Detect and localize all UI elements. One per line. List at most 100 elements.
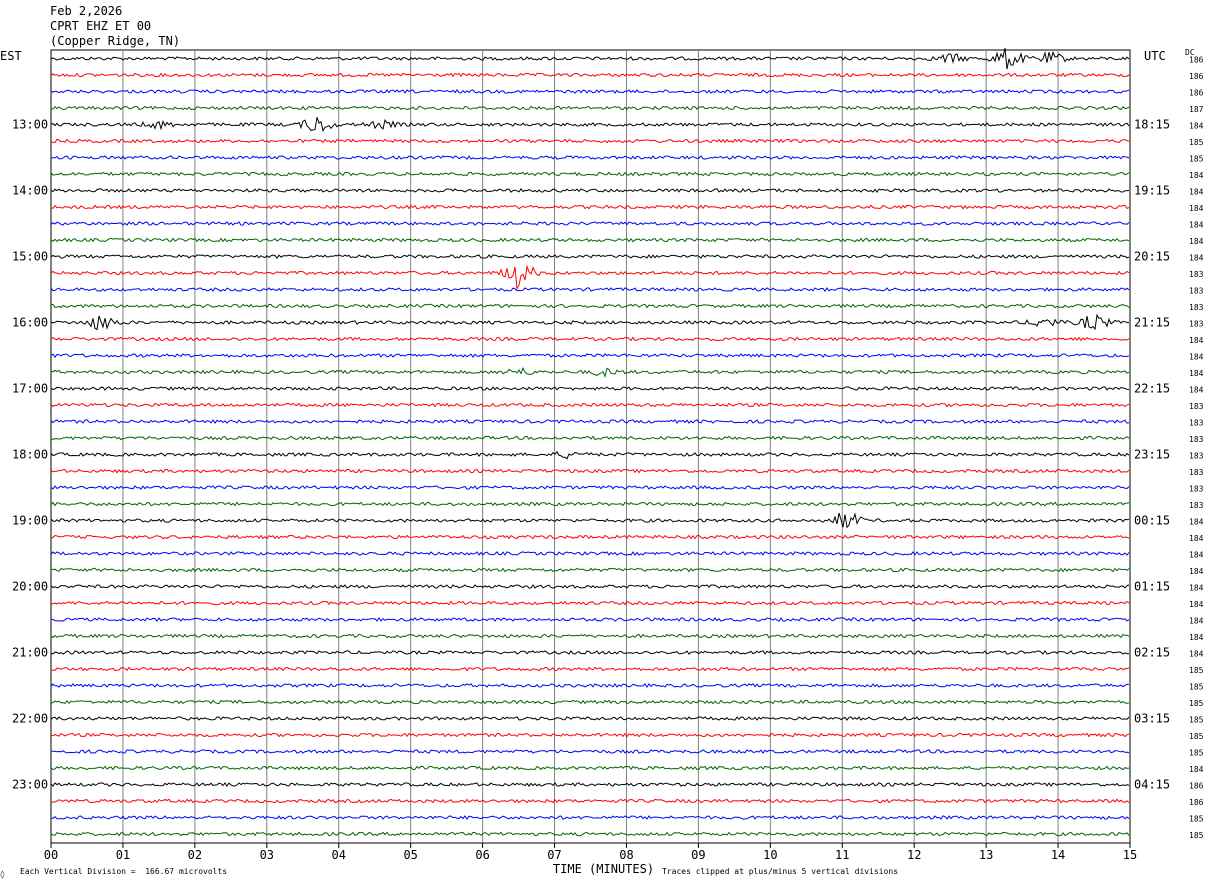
utc-hour-label: 04:15 (1134, 778, 1170, 792)
seismic-trace (50, 89, 1130, 94)
seismic-trace (50, 138, 1130, 144)
seismic-trace (50, 117, 1130, 133)
x-tick-label: 01 (116, 848, 130, 862)
dc-offset-label: 184 (1189, 567, 1204, 576)
dc-offset-label: 184 (1189, 617, 1204, 626)
scale-note: Each Vertical Division = 166.67 microvol… (20, 867, 228, 876)
seismic-trace (50, 501, 1130, 507)
seismic-trace (51, 815, 1130, 820)
est-hour-label: 20:00 (12, 580, 48, 594)
dc-offset-label: 184 (1189, 650, 1204, 659)
dc-offset-label: 183 (1189, 402, 1204, 411)
dc-offset-label: 184 (1189, 122, 1204, 131)
est-hour-label: 13:00 (12, 118, 48, 132)
utc-hour-label: 18:15 (1134, 118, 1170, 132)
est-hour-label: 15:00 (12, 250, 48, 264)
utc-hour-label: 23:15 (1134, 448, 1170, 462)
dc-offset-label: 183 (1189, 435, 1204, 444)
x-tick-label: 00 (44, 848, 58, 862)
dc-offset-label: 183 (1189, 287, 1204, 296)
utc-hour-label: 03:15 (1134, 712, 1170, 726)
seismic-trace (50, 336, 1130, 342)
x-tick-label: 08 (619, 848, 633, 862)
x-tick-label: 05 (403, 848, 417, 862)
seismic-trace (51, 155, 1130, 160)
dc-offset-label: 186 (1189, 56, 1204, 65)
dc-offset-label: 185 (1189, 831, 1204, 840)
est-hour-label: 17:00 (12, 382, 48, 396)
seismic-trace (50, 716, 1130, 721)
station-code: CPRT EHZ ET 00 (50, 19, 152, 33)
est-label: EST (0, 49, 22, 63)
seismic-trace (50, 666, 1130, 672)
est-hour-label: 16:00 (12, 316, 48, 330)
dc-label: DC (1185, 48, 1195, 57)
dc-offset-label: 184 (1189, 237, 1204, 246)
seismic-trace (50, 353, 1130, 358)
seismic-trace (50, 512, 1130, 529)
seismic-trace (50, 732, 1130, 738)
dc-offset-label: 185 (1189, 815, 1204, 824)
dc-offset-label: 184 (1189, 600, 1204, 609)
dc-offset-label: 184 (1189, 534, 1204, 543)
dc-offset-label: 185 (1189, 666, 1204, 675)
seismic-trace (50, 567, 1130, 573)
corner-mark: ◊ (0, 870, 5, 879)
seismic-trace (50, 402, 1130, 408)
dc-offset-label: 185 (1189, 699, 1204, 708)
seismic-trace (50, 782, 1130, 788)
seismic-trace (50, 485, 1130, 490)
dc-offset-label: 183 (1189, 468, 1204, 477)
dc-offset-label: 184 (1189, 254, 1204, 263)
dc-offset-label: 186 (1189, 72, 1204, 81)
utc-hour-label: 20:15 (1134, 250, 1170, 264)
x-tick-label: 07 (547, 848, 561, 862)
seismic-trace (50, 551, 1130, 556)
dc-offset-label: 183 (1189, 270, 1204, 279)
dc-offset-label: 183 (1189, 303, 1204, 312)
utc-hour-label: 21:15 (1134, 316, 1170, 330)
utc-hour-label: 02:15 (1134, 646, 1170, 660)
x-tick-label: 15 (1123, 848, 1137, 862)
est-hour-label: 14:00 (12, 184, 48, 198)
seismic-trace (50, 254, 1130, 259)
seismic-trace (50, 47, 1130, 70)
dc-offset-label: 184 (1189, 386, 1204, 395)
dc-offset-label: 185 (1189, 732, 1204, 741)
seismic-trace (50, 765, 1130, 771)
seismic-trace (50, 386, 1130, 391)
seismic-trace (50, 264, 1130, 290)
x-tick-label: 09 (691, 848, 705, 862)
dc-offset-label: 183 (1189, 501, 1204, 510)
dc-offset-label: 184 (1189, 584, 1204, 593)
seismic-trace (50, 584, 1130, 589)
est-hour-label: 22:00 (12, 712, 48, 726)
seismic-trace (50, 188, 1130, 193)
dc-offset-label: 183 (1189, 452, 1204, 461)
dc-offset-label: 184 (1189, 518, 1204, 527)
x-tick-label: 06 (475, 848, 489, 862)
dc-offset-label: 186 (1189, 782, 1204, 791)
dc-offset-label: 184 (1189, 369, 1204, 378)
dc-offset-label: 184 (1189, 204, 1204, 213)
dc-offset-label: 186 (1189, 798, 1204, 807)
dc-offset-label: 184 (1189, 353, 1204, 362)
dc-offset-label: 183 (1189, 485, 1204, 494)
dc-offset-label: 186 (1189, 89, 1204, 98)
seismic-trace (50, 450, 1130, 460)
seismic-trace (50, 204, 1130, 210)
seismic-trace (50, 313, 1130, 331)
utc-hour-label: 22:15 (1134, 382, 1170, 396)
x-tick-label: 11 (835, 848, 849, 862)
dc-offset-label: 184 (1189, 765, 1204, 774)
est-hour-label: 19:00 (12, 514, 48, 528)
est-hour-label: 23:00 (12, 778, 48, 792)
clip-note: Traces clipped at plus/minus 5 vertical … (662, 867, 899, 876)
seismic-trace (50, 831, 1130, 837)
seismic-trace (50, 600, 1130, 606)
x-tick-label: 10 (763, 848, 777, 862)
x-tick-label: 02 (188, 848, 202, 862)
x-tick-label: 04 (332, 848, 346, 862)
dc-offset-label: 184 (1189, 633, 1204, 642)
